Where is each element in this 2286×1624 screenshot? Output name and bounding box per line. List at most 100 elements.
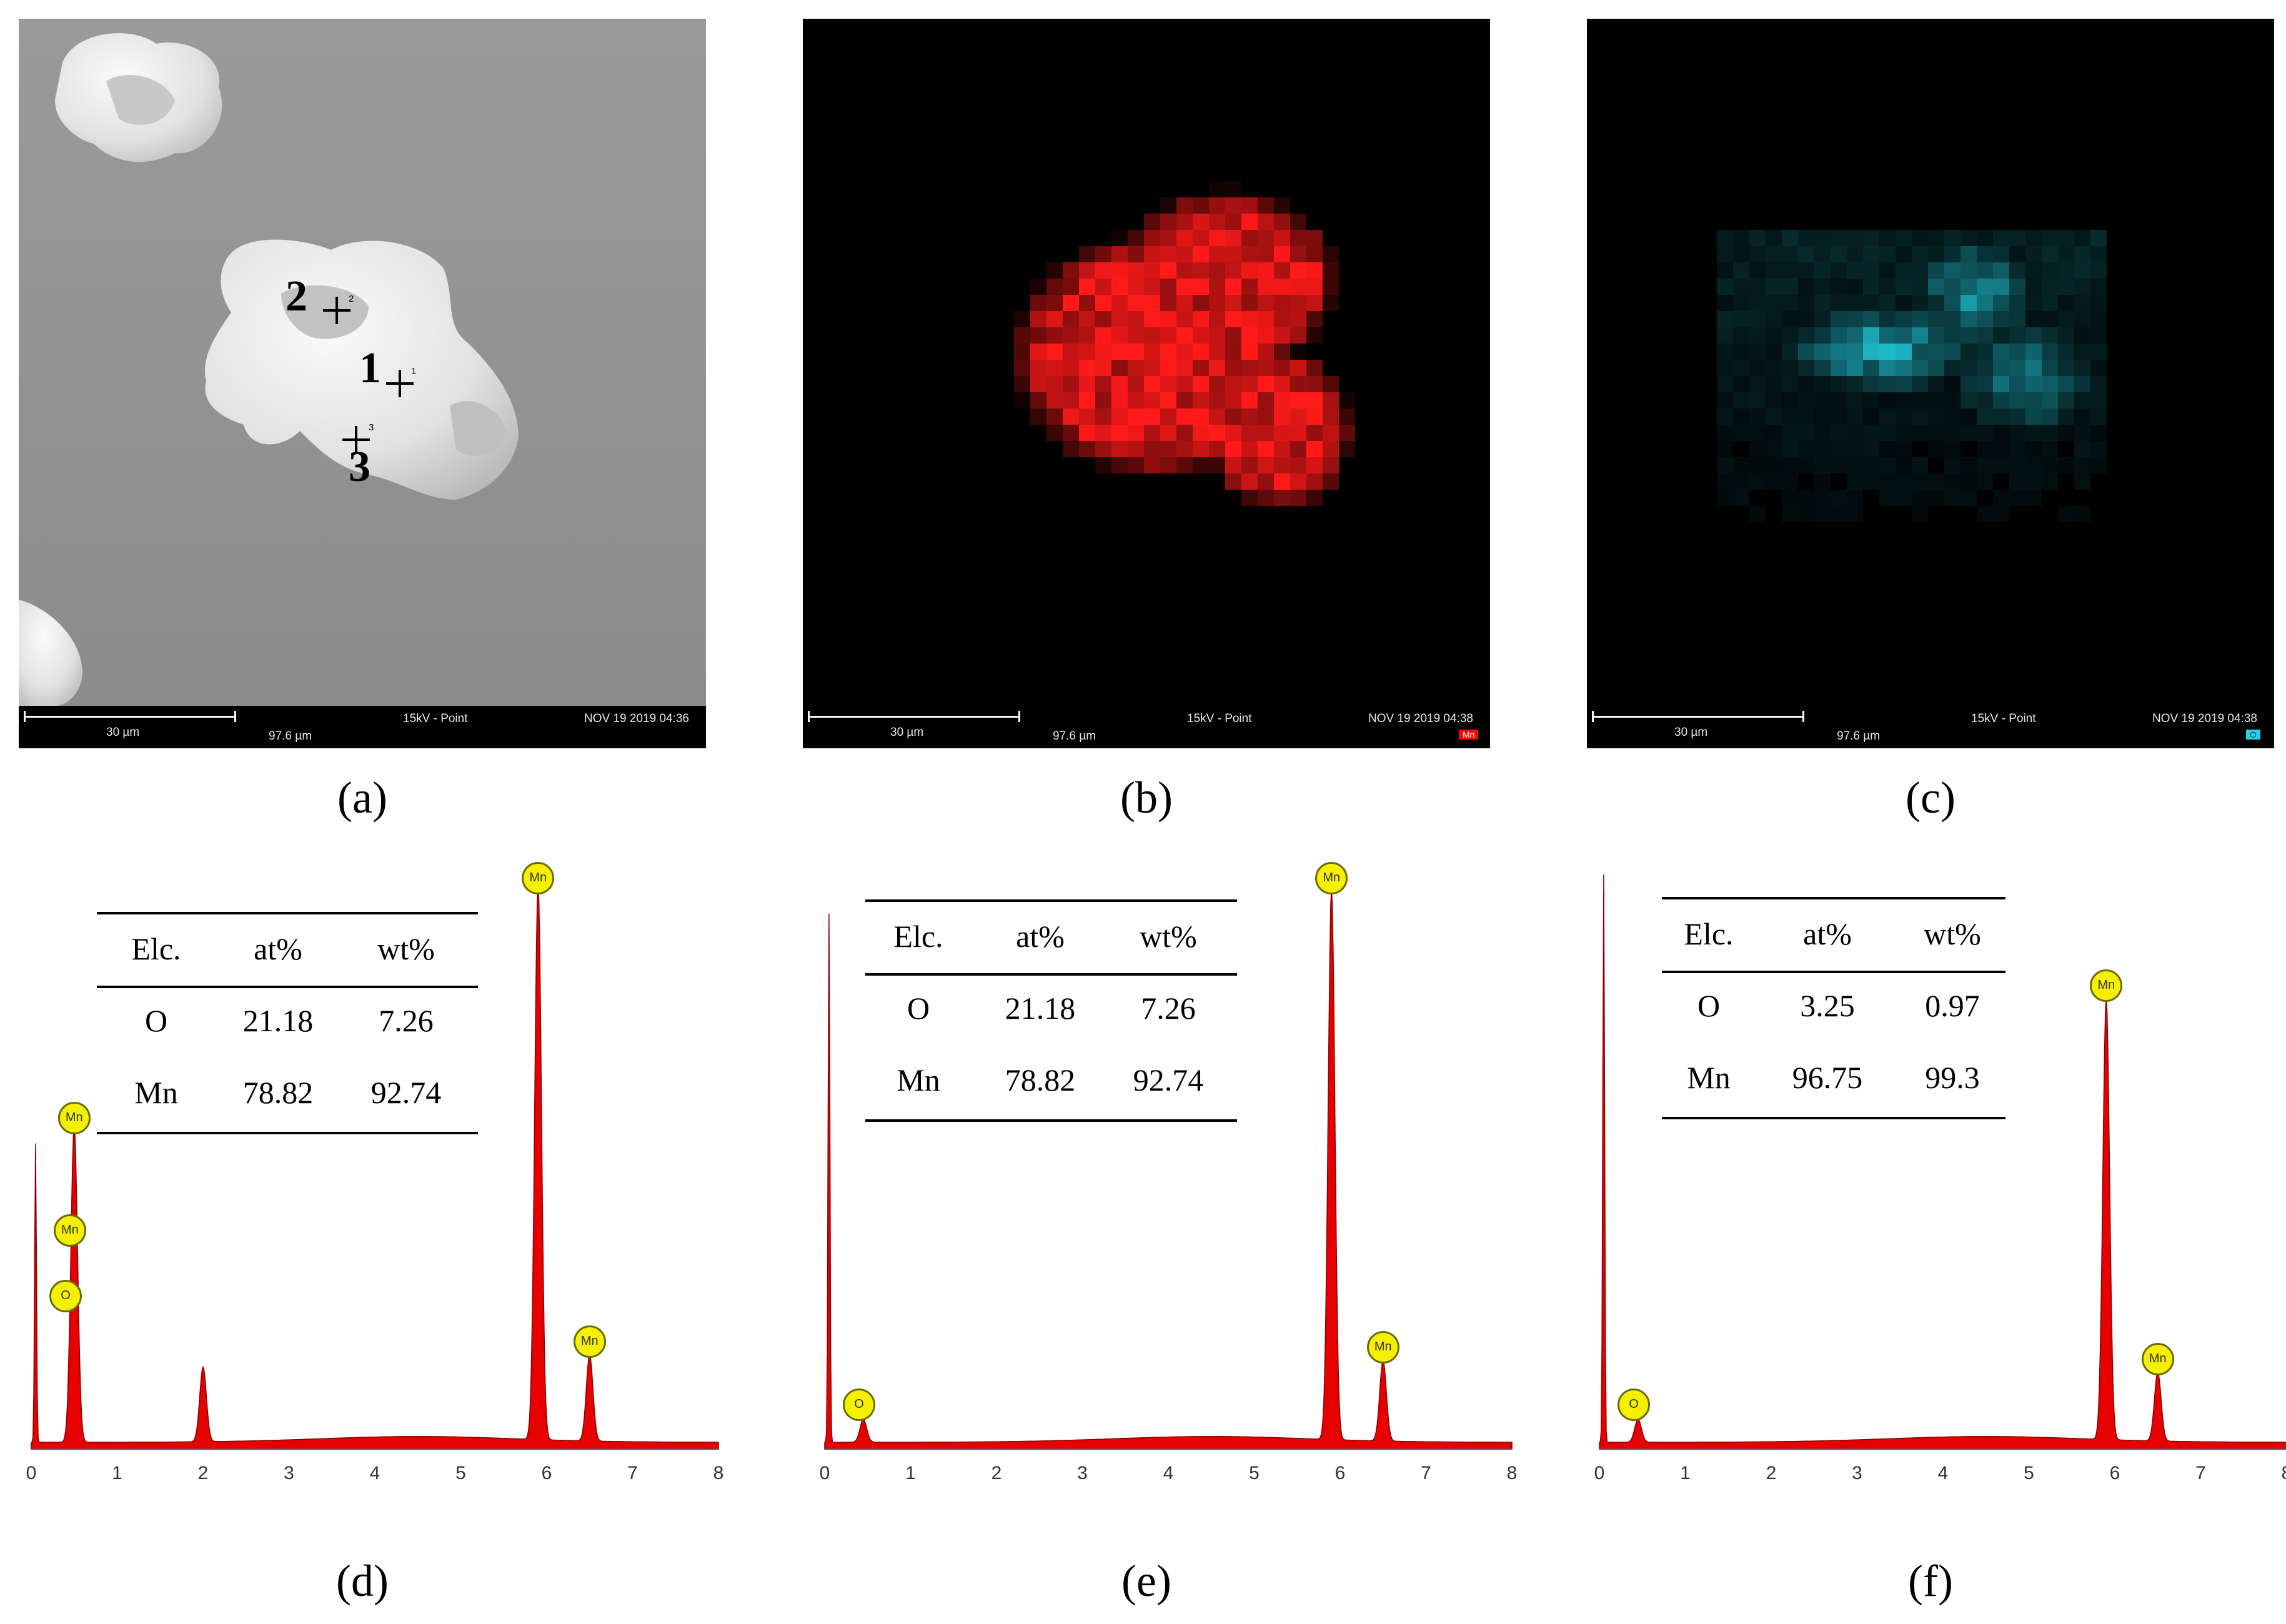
o-map-pixel (2074, 262, 2090, 279)
mn-map-pixel (1095, 344, 1111, 360)
mn-map-pixel (1290, 473, 1306, 490)
o-map-pixel (1717, 311, 1733, 327)
mn-map-pixel (1030, 376, 1046, 392)
mn-map-pixel (1306, 295, 1323, 311)
o-map-pixel (2058, 408, 2074, 425)
x-tick-label: 6 (1335, 1463, 1346, 1483)
o-map-pixel (1960, 408, 1977, 425)
o-map-pixel (1766, 311, 1782, 327)
mn-map-pixel (1193, 327, 1209, 344)
mode-label: 15kV - Point (1187, 712, 1252, 725)
mn-map-pixel (1306, 360, 1323, 376)
o-map-pixel (1960, 327, 1977, 344)
o-map-pixel (1879, 360, 1896, 376)
o-map-pixel (1847, 279, 1863, 295)
x-tick-label: 8 (1507, 1463, 1518, 1483)
scalebar-line (24, 716, 236, 718)
composition-table: Elc. at% wt% O 21.18 7.26 Mn 78.82 92.74 (865, 899, 1237, 1124)
o-map-pixel (2025, 360, 2042, 376)
table-header-cell: Elc. (893, 919, 943, 954)
o-map-pixel (1814, 295, 1831, 311)
o-map-pixel (1814, 490, 1831, 506)
mn-map-pixel (1274, 327, 1290, 344)
mn-map-pixel (1209, 327, 1225, 344)
mn-map-pixel (1306, 490, 1323, 506)
mn-map-pixel (1209, 197, 1225, 214)
mn-map-pixel (1209, 311, 1225, 327)
o-map-pixel (2090, 408, 2107, 425)
mn-map-pixel (1128, 295, 1144, 311)
o-map-pixel (2074, 344, 2090, 360)
mode-label: 15kV - Point (1971, 712, 2036, 725)
o-map-pixel (1749, 311, 1766, 327)
mn-map-pixel (1258, 279, 1274, 295)
mn-map-pixel (1290, 392, 1306, 408)
o-map-pixel (1814, 311, 1831, 327)
o-map-pixel (1782, 457, 1798, 473)
o-map-pixel (1766, 344, 1782, 360)
o-map-pixel (2009, 311, 2025, 327)
mn-map-pixel (1225, 376, 1241, 392)
mn-map-pixel (1176, 360, 1193, 376)
o-map-pixel (1879, 473, 1896, 490)
table-top-rule (865, 899, 1237, 902)
scalebar-tick-right (1018, 711, 1020, 722)
o-map-pixel (2058, 392, 2074, 408)
mn-map-pixel (1193, 230, 1209, 246)
o-map-pixel (1896, 441, 1912, 457)
table-cell: 92.74 (1133, 1062, 1204, 1097)
table-cell: 0.97 (1925, 988, 1980, 1023)
table-bottom-rule (97, 1132, 478, 1134)
o-map-pixel (1831, 311, 1847, 327)
o-map-pixel (1831, 360, 1847, 376)
mn-map-pixel (1079, 327, 1095, 344)
o-map-pixel (1863, 360, 1879, 376)
o-map-pixel (1993, 230, 2009, 246)
mn-map-pixel (1128, 392, 1144, 408)
o-map-pixel (1879, 279, 1896, 295)
mn-map-pixel (1258, 408, 1274, 425)
o-map-pixel (1717, 473, 1733, 490)
x-tick-label: 8 (713, 1463, 724, 1483)
o-map-pixel (1960, 473, 1977, 490)
o-map-pixel (1993, 506, 2009, 522)
o-map-pixel (1993, 441, 2009, 457)
mn-map-pixel (1176, 246, 1193, 262)
scalebar-tick-left (24, 711, 26, 722)
mn-map-pixel (1193, 457, 1209, 473)
table-cell: 21.18 (242, 1003, 314, 1038)
mn-map-pixel (1046, 392, 1063, 408)
o-map-pixel (1782, 408, 1798, 425)
mn-map-pixel (1063, 279, 1079, 295)
o-map-pixel (1896, 262, 1912, 279)
table-header-cell: wt% (377, 931, 435, 966)
timestamp-label: NOV 19 2019 04:36 (584, 712, 689, 725)
o-map-pixel (2009, 246, 2025, 262)
mn-map-pixel (1144, 425, 1160, 441)
o-map-pixel (1928, 408, 1944, 425)
mn-map-pixel (1274, 457, 1290, 473)
o-map-pixel (2042, 262, 2058, 279)
o-map-pixel (1993, 311, 2009, 327)
table-bottom-rule (1662, 1117, 2005, 1119)
o-map-pixel (1831, 327, 1847, 344)
mn-map-pixel (1079, 441, 1095, 457)
mn-map-pixel (1160, 279, 1176, 295)
mn-map-pixel (1290, 214, 1306, 230)
mn-map-pixel (1225, 360, 1241, 376)
o-map-pixel (1847, 327, 1863, 344)
mn-map-pixel (1209, 262, 1225, 279)
o-map-pixel (2042, 230, 2058, 246)
mn-map-pixel (1306, 457, 1323, 473)
mn-map-pixel (1079, 246, 1095, 262)
mn-map-pixel (1323, 279, 1339, 295)
point-marker-3 (342, 426, 370, 453)
peak-label-badge: Mn (1366, 1331, 1399, 1364)
mn-map-pixel (1193, 425, 1209, 441)
mn-map-pixel (1128, 327, 1144, 344)
mn-map-pixel (1241, 441, 1258, 457)
o-map-pixel (1847, 376, 1863, 392)
mn-map-pixel (1111, 425, 1128, 441)
o-map-pixel (1879, 327, 1896, 344)
mn-map-pixel (1274, 441, 1290, 457)
